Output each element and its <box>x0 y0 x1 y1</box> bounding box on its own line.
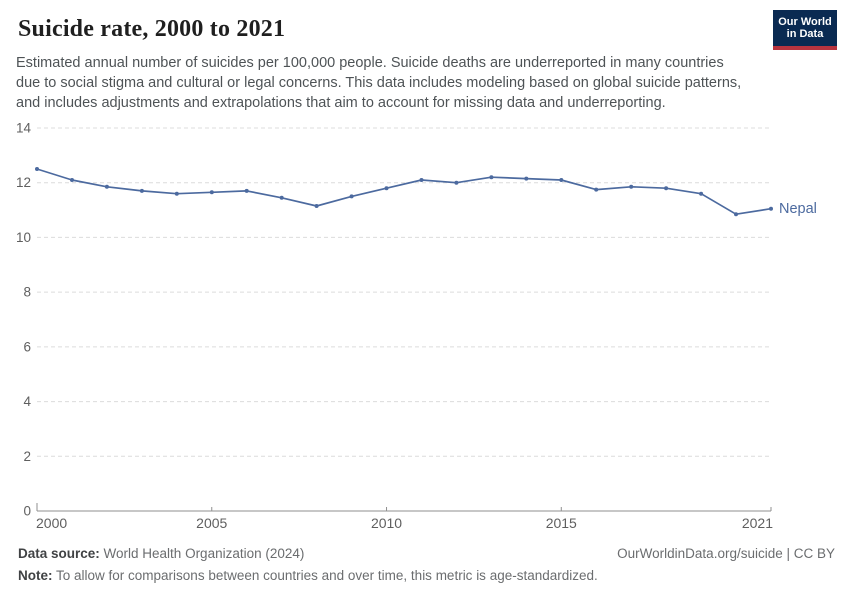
y-tick-label: 2 <box>23 449 31 464</box>
data-point[interactable] <box>35 167 39 171</box>
owid-logo[interactable]: Our World in Data <box>773 10 837 50</box>
data-point[interactable] <box>349 194 354 199</box>
y-tick-label: 4 <box>23 394 31 409</box>
data-point[interactable] <box>209 190 214 195</box>
chart-subtitle: Estimated annual number of suicides per … <box>16 53 776 113</box>
x-tick-label: 2000 <box>36 515 67 531</box>
data-point[interactable] <box>734 212 738 217</box>
footer-note-row: Note: To allow for comparisons between c… <box>18 568 835 583</box>
data-point[interactable] <box>174 191 179 196</box>
owid-logo-line2: in Data <box>786 28 824 40</box>
line-chart-area[interactable]: 0 2 4 6 8 10 12 14 2000 2005 2010 2015 2021 Nepal <box>0 113 850 541</box>
data-point[interactable] <box>139 188 144 193</box>
x-tick-label: 2021 <box>742 515 773 531</box>
attribution-link[interactable]: OurWorldinData.org/suicide | CC BY <box>617 546 835 561</box>
data-point[interactable] <box>489 175 494 180</box>
note-label: Note: <box>18 568 53 583</box>
data-point[interactable] <box>104 184 109 189</box>
x-tick-label: 2015 <box>546 515 577 531</box>
data-point[interactable] <box>454 180 459 185</box>
y-tick-label: 14 <box>16 121 32 136</box>
series-end-label: Nepal <box>779 201 817 217</box>
data-source-text: Data source: World Health Organization (… <box>18 546 304 561</box>
data-point[interactable] <box>524 176 529 181</box>
data-point[interactable] <box>419 178 424 182</box>
data-point[interactable] <box>629 184 634 189</box>
subtitle-line-1: Estimated annual number of suicides per … <box>16 55 724 71</box>
note-value: To allow for comparisons between countri… <box>52 568 598 583</box>
y-tick-label: 8 <box>23 285 31 300</box>
y-tick-label: 12 <box>16 175 31 190</box>
y-tick-label: 10 <box>16 230 31 245</box>
data-point[interactable] <box>384 186 389 191</box>
x-tick-label: 2010 <box>371 515 402 531</box>
data-point[interactable] <box>699 191 704 196</box>
data-point[interactable] <box>244 188 249 193</box>
owid-logo-line1: Our World <box>778 15 832 28</box>
data-point[interactable] <box>664 186 669 191</box>
data-point[interactable] <box>70 178 74 182</box>
data-line <box>36 168 772 216</box>
data-point[interactable] <box>559 178 564 182</box>
y-tick-label: 6 <box>23 339 31 354</box>
y-tick-label: 0 <box>23 504 31 519</box>
data-point[interactable] <box>594 187 599 192</box>
chart-title: Suicide rate, 2000 to 2021 <box>18 16 286 42</box>
subtitle-line-3: and includes adjustments and extrapolati… <box>16 95 666 111</box>
x-tick-label: 2005 <box>196 515 227 531</box>
data-point[interactable] <box>769 206 773 211</box>
data-point[interactable] <box>314 204 319 208</box>
data-point[interactable] <box>279 195 284 200</box>
footer-source-row: Data source: World Health Organization (… <box>18 546 835 561</box>
subtitle-line-2: due to social stigma and cultural or leg… <box>16 75 742 91</box>
data-source-label: Data source: <box>18 546 100 561</box>
chart-footer: Data source: World Health Organization (… <box>18 546 835 583</box>
data-source-value: World Health Organization (2024) <box>99 546 305 561</box>
